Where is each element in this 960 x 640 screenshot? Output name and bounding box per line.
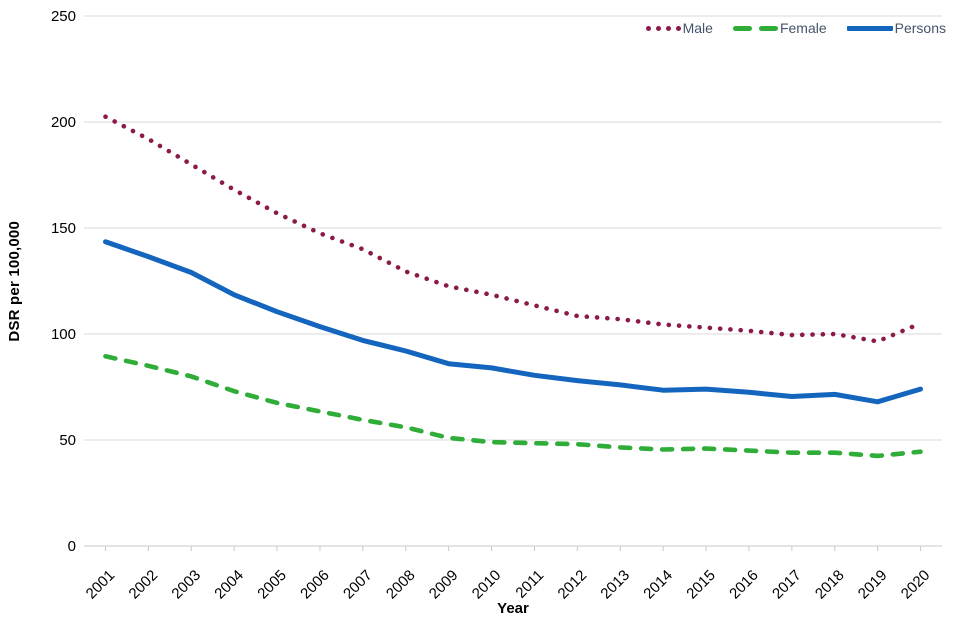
persons-series-marker-icon: [846, 25, 893, 31]
x-axis-title: Year: [497, 600, 529, 617]
y-tick-label: 0: [68, 538, 76, 555]
x-tick-label: 2007: [340, 567, 376, 603]
y-tick-label: 100: [51, 326, 76, 343]
y-tick-label: 50: [59, 432, 76, 449]
x-tick-label: 2016: [726, 567, 762, 603]
male-marker-shape: [675, 25, 681, 31]
legend-label-persons: Persons: [894, 20, 946, 36]
x-tick-label: 2001: [83, 567, 119, 603]
x-tick-label: 2017: [769, 567, 805, 603]
x-tick-label: 2009: [426, 567, 462, 603]
x-tick-label: 2012: [555, 567, 591, 603]
female-marker-shape: [732, 25, 752, 31]
male-series-marker-icon: [645, 25, 681, 31]
female-marker-shape: [758, 25, 778, 31]
legend: Male Female Persons: [645, 20, 946, 36]
female-series-line: [103, 353, 923, 459]
legend-label-female: Female: [779, 20, 827, 36]
x-tick-label: 2013: [597, 567, 633, 603]
x-tick-label: 2015: [683, 567, 719, 603]
y-tick-label: 200: [51, 114, 76, 131]
legend-label-male: Male: [682, 20, 713, 36]
x-tick-label: 2014: [640, 567, 676, 603]
persons-marker-shape: [846, 25, 893, 31]
legend-item-male: Male: [645, 20, 713, 36]
male-marker-shape: [655, 25, 661, 31]
x-tick-label: 2004: [211, 567, 247, 603]
y-tick-label: 150: [51, 220, 76, 237]
male-marker-shape: [665, 25, 671, 31]
x-tick-label: 2011: [512, 567, 547, 602]
x-tick-label: 2019: [855, 567, 891, 603]
x-tick-label: 2020: [898, 567, 934, 603]
x-tick-label: 2006: [297, 567, 333, 603]
legend-item-persons: Persons: [846, 20, 946, 36]
female-series-marker-icon: [732, 25, 778, 31]
y-tick-label: 250: [51, 8, 76, 25]
x-tick-label: 2003: [168, 567, 204, 603]
male-marker-shape: [645, 25, 651, 31]
legend-item-female: Female: [732, 20, 827, 36]
persons-series-line: [103, 239, 923, 405]
x-tick-label: 2018: [812, 567, 848, 603]
x-tick-label: 2010: [469, 567, 505, 603]
male-series-line: [103, 114, 923, 344]
x-tick-label: 2008: [383, 567, 419, 603]
x-tick-label: 2005: [254, 567, 290, 603]
x-tick-label: 2002: [126, 567, 162, 603]
